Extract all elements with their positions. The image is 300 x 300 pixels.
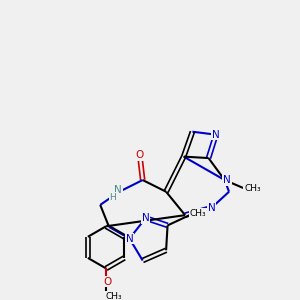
Text: N: N	[114, 185, 122, 195]
Text: CH₃: CH₃	[105, 292, 122, 300]
Text: CH₃: CH₃	[244, 184, 261, 193]
Text: N: N	[212, 130, 220, 140]
Text: H: H	[110, 193, 116, 202]
Text: N: N	[126, 234, 134, 244]
Text: N: N	[142, 213, 149, 223]
Text: O: O	[136, 150, 144, 160]
Text: N: N	[208, 203, 215, 213]
Text: N: N	[223, 175, 231, 185]
Text: CH₃: CH₃	[190, 209, 207, 218]
Text: O: O	[103, 277, 111, 286]
